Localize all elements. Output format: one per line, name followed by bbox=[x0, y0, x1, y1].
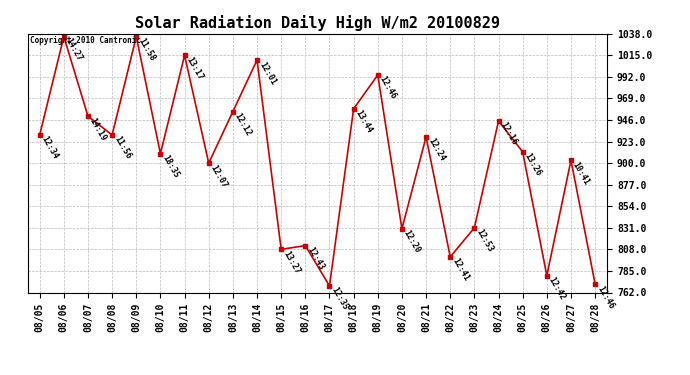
Text: 12:42: 12:42 bbox=[546, 276, 567, 302]
Text: 14:27: 14:27 bbox=[63, 37, 84, 63]
Text: 12:43: 12:43 bbox=[305, 246, 326, 272]
Text: 12:46: 12:46 bbox=[595, 284, 615, 310]
Text: 12:41: 12:41 bbox=[450, 257, 471, 283]
Text: 12:53: 12:53 bbox=[475, 228, 495, 254]
Text: 13:27: 13:27 bbox=[282, 249, 302, 276]
Text: 10:41: 10:41 bbox=[571, 160, 591, 186]
Text: 18:35: 18:35 bbox=[160, 154, 181, 180]
Text: 12:34: 12:34 bbox=[39, 135, 60, 161]
Text: 12:12: 12:12 bbox=[233, 112, 253, 138]
Text: 13:44: 13:44 bbox=[353, 109, 374, 135]
Text: 14:19: 14:19 bbox=[88, 116, 108, 142]
Text: 12:35: 12:35 bbox=[330, 286, 350, 312]
Text: 11:58: 11:58 bbox=[136, 37, 157, 63]
Text: 11:56: 11:56 bbox=[112, 135, 132, 161]
Text: 13:17: 13:17 bbox=[184, 56, 205, 81]
Text: 12:07: 12:07 bbox=[208, 163, 229, 189]
Text: 12:01: 12:01 bbox=[257, 60, 277, 86]
Text: 12:20: 12:20 bbox=[402, 229, 422, 255]
Text: 12:46: 12:46 bbox=[378, 75, 398, 101]
Text: 12:24: 12:24 bbox=[426, 137, 446, 163]
Text: Copyright 2010 Cantronic: Copyright 2010 Cantronic bbox=[30, 36, 141, 45]
Text: 13:26: 13:26 bbox=[523, 152, 543, 178]
Title: Solar Radiation Daily High W/m2 20100829: Solar Radiation Daily High W/m2 20100829 bbox=[135, 15, 500, 31]
Text: 12:16: 12:16 bbox=[498, 121, 519, 147]
